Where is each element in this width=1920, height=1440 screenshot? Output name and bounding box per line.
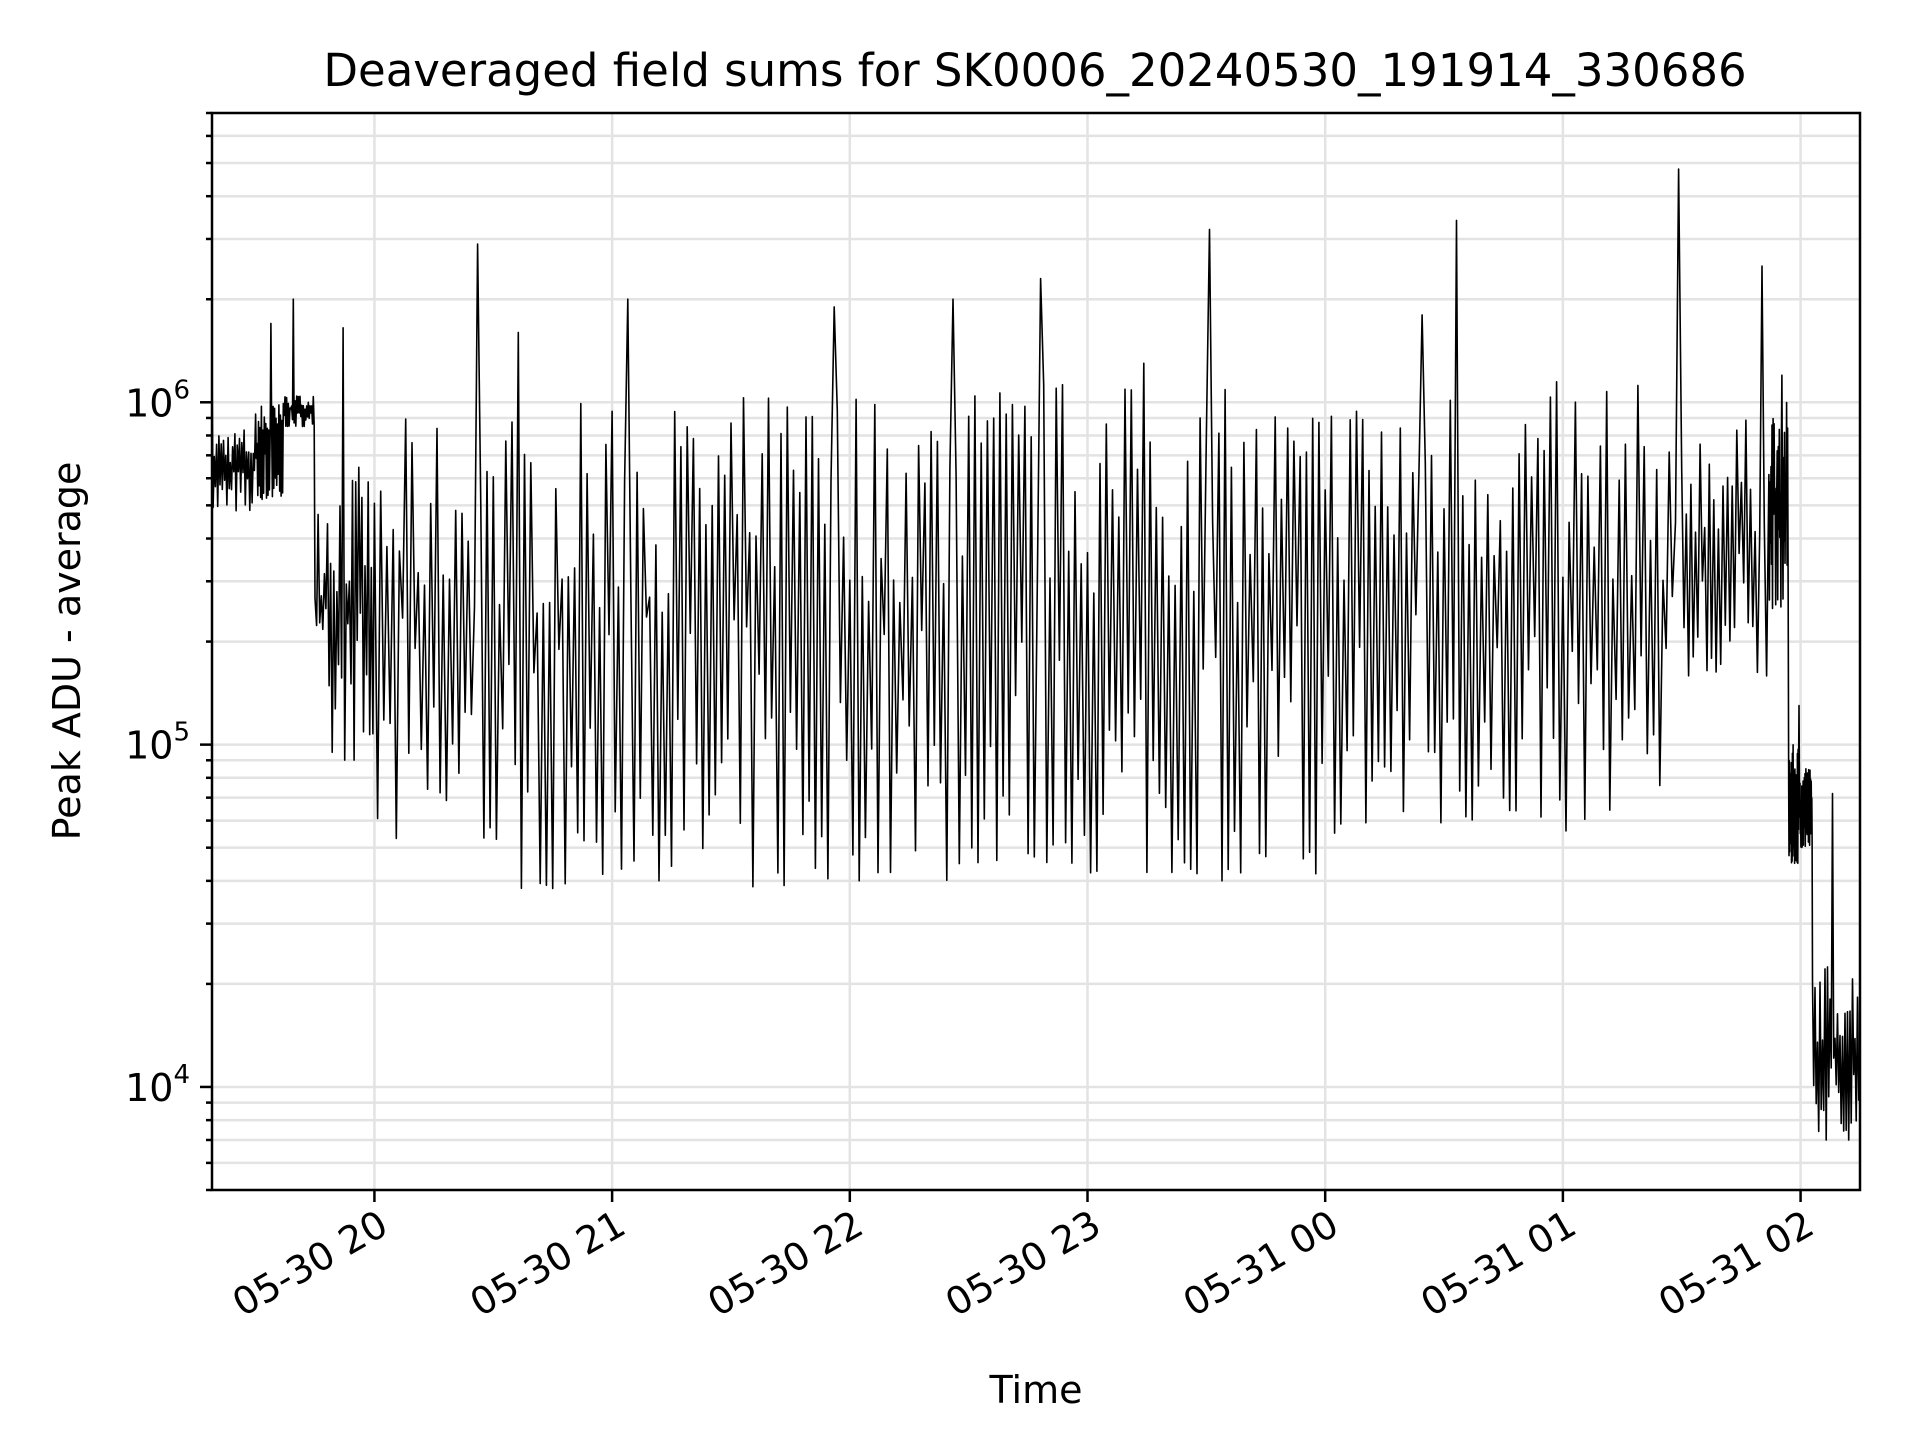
- y-axis-label: Peak ADU - average: [45, 462, 89, 841]
- y-tick-label: 106: [125, 375, 190, 425]
- series-line: [211, 168, 1860, 1141]
- y-tick-exponent: 4: [173, 1060, 190, 1090]
- series-layer: [211, 168, 1860, 1141]
- plot-frame: [210, 111, 1862, 1192]
- y-tick-exponent: 5: [173, 718, 190, 748]
- y-tick-exponent: 6: [173, 375, 190, 405]
- y-tick-label: 104: [125, 1060, 190, 1110]
- x-axis-label: Time: [989, 1368, 1083, 1412]
- y-tick-label: 105: [125, 718, 190, 768]
- y-tick-base: 10: [125, 381, 173, 425]
- chart-title: Deaveraged field sums for SK0006_2024053…: [323, 44, 1746, 97]
- y-tick-base: 10: [125, 724, 173, 768]
- y-tick-base: 10: [125, 1066, 173, 1110]
